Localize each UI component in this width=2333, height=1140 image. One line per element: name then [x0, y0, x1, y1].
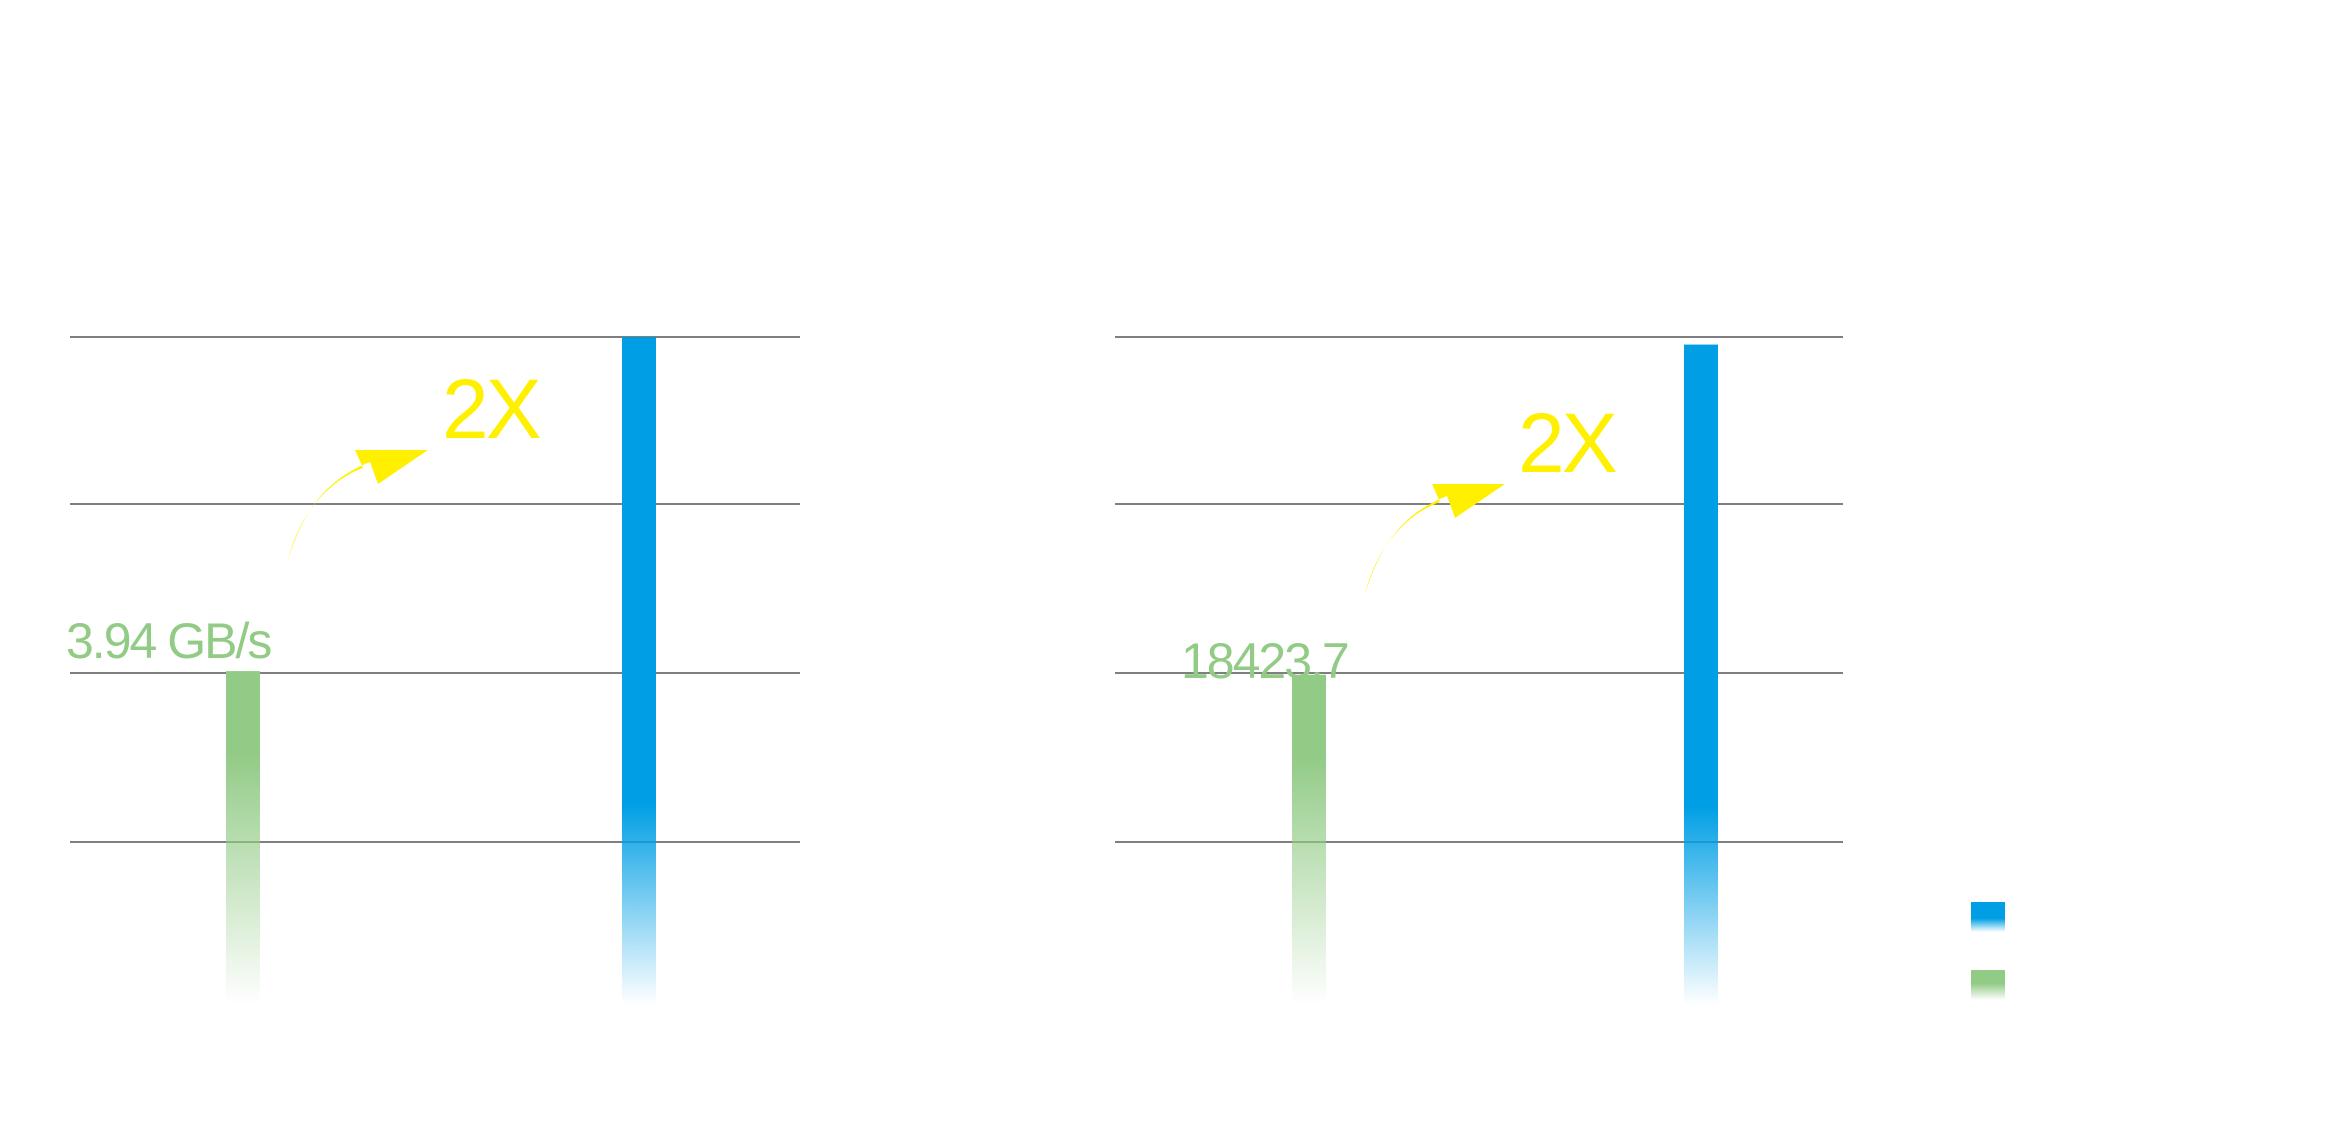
grid-lines [70, 336, 800, 843]
multiplier-label: 2X [442, 362, 541, 456]
legend-swatch-green [1971, 970, 2005, 1000]
bar-improved [622, 337, 656, 1005]
legend [1971, 902, 2005, 1000]
bars [1292, 344, 1718, 1006]
grid-lines [1115, 336, 1843, 843]
chart-left: 2X 3.94 GB/s [66, 336, 800, 1005]
bar-baseline [226, 671, 260, 1005]
bar-value-label: 18423.7 [1181, 633, 1348, 689]
bars [226, 337, 656, 1005]
chart-right: 2X 18423.7 [1115, 336, 1843, 1006]
bar-baseline [1292, 674, 1326, 1005]
multiplier-label: 2X [1518, 396, 1617, 490]
growth-arrow-icon [288, 450, 428, 560]
legend-swatch-blue [1971, 902, 2005, 932]
growth-arrow-icon [1365, 484, 1505, 594]
bar-improved [1684, 344, 1718, 1006]
bar-value-label: 3.94 GB/s [66, 613, 271, 669]
